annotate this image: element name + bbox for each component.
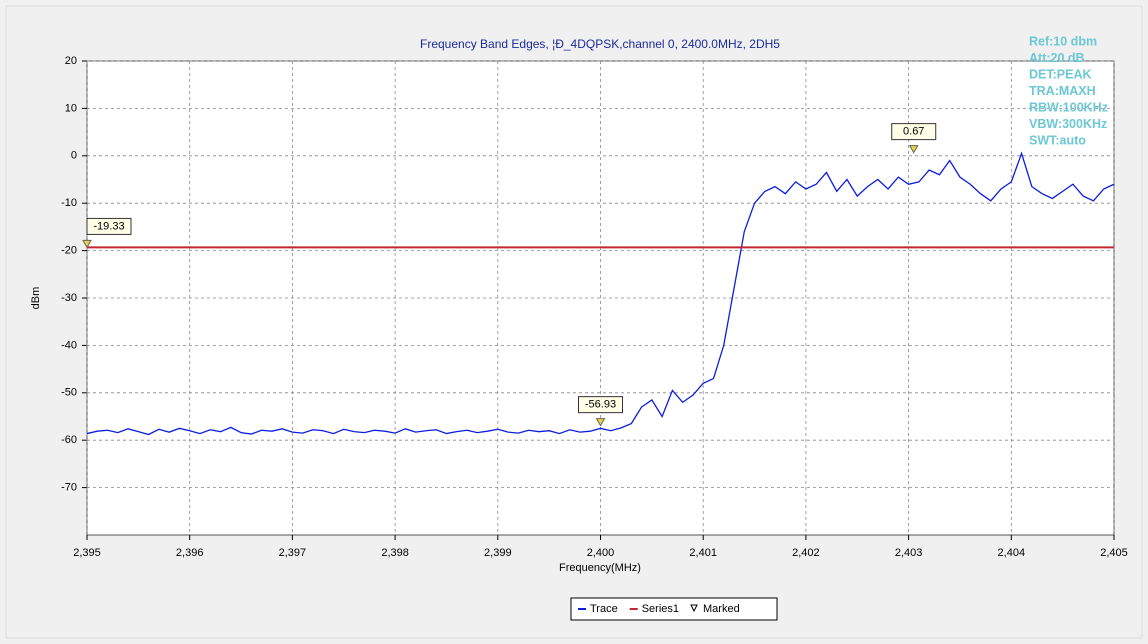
x-tick-label: 2,395 xyxy=(73,547,101,559)
x-tick-label: 2,402 xyxy=(792,547,820,559)
info-text: TRA:MAXH xyxy=(1029,84,1096,98)
x-tick-label: 2,405 xyxy=(1100,547,1128,559)
info-text: SWT:auto xyxy=(1029,133,1086,147)
series-line xyxy=(86,151,1115,436)
info-text: DET:PEAK xyxy=(1029,67,1092,81)
info-text: VBW:300KHz xyxy=(1029,117,1107,131)
x-axis-label: Frequency(MHz) xyxy=(559,562,641,574)
marker xyxy=(908,145,919,154)
info-text: Ref:10 dbm xyxy=(1029,34,1097,48)
y-tick-label: -50 xyxy=(61,387,77,399)
legend-label: Series1 xyxy=(642,603,679,615)
x-tick-label: 2,400 xyxy=(587,547,615,559)
marker-label-box xyxy=(891,123,937,141)
x-tick-label: 2,398 xyxy=(381,547,409,559)
x-tick-label: 2,397 xyxy=(279,547,307,559)
marker xyxy=(82,239,92,249)
legend-label: Marked xyxy=(703,603,740,615)
x-tick-label: 2,396 xyxy=(176,547,204,559)
chart-title: Frequency Band Edges, ¦Ð_4DQPSK,channel … xyxy=(420,37,780,51)
marker-label: -56.93 xyxy=(585,399,616,411)
y-tick-label: 0 xyxy=(71,150,77,162)
marker-label-box xyxy=(578,396,623,414)
x-tick-label: 2,401 xyxy=(689,547,717,559)
y-axis-label: dBm xyxy=(30,287,42,310)
y-tick-label: -20 xyxy=(61,245,77,257)
legend xyxy=(570,597,778,621)
x-tick-label: 2,399 xyxy=(484,547,512,559)
y-tick-label: -70 xyxy=(61,482,77,494)
info-text: Att:20 dB xyxy=(1029,51,1085,65)
y-tick-label: -60 xyxy=(61,434,77,446)
x-tick-label: 2,403 xyxy=(895,547,923,559)
y-tick-label: -10 xyxy=(61,197,77,209)
x-tick-label: 2,404 xyxy=(998,547,1026,559)
legend-label: Trace xyxy=(590,603,618,615)
marker xyxy=(595,418,606,427)
y-tick-label: -40 xyxy=(61,339,77,351)
y-tick-label: -30 xyxy=(61,292,77,304)
marker-label-box xyxy=(86,217,132,235)
legend-symbol xyxy=(690,604,698,613)
marker-label: 0.67 xyxy=(903,126,924,138)
marker-label: -19.33 xyxy=(93,220,124,232)
y-tick-label: 10 xyxy=(65,102,77,114)
y-tick-label: 20 xyxy=(65,55,77,67)
info-text: RBW:100KHz xyxy=(1029,100,1108,114)
